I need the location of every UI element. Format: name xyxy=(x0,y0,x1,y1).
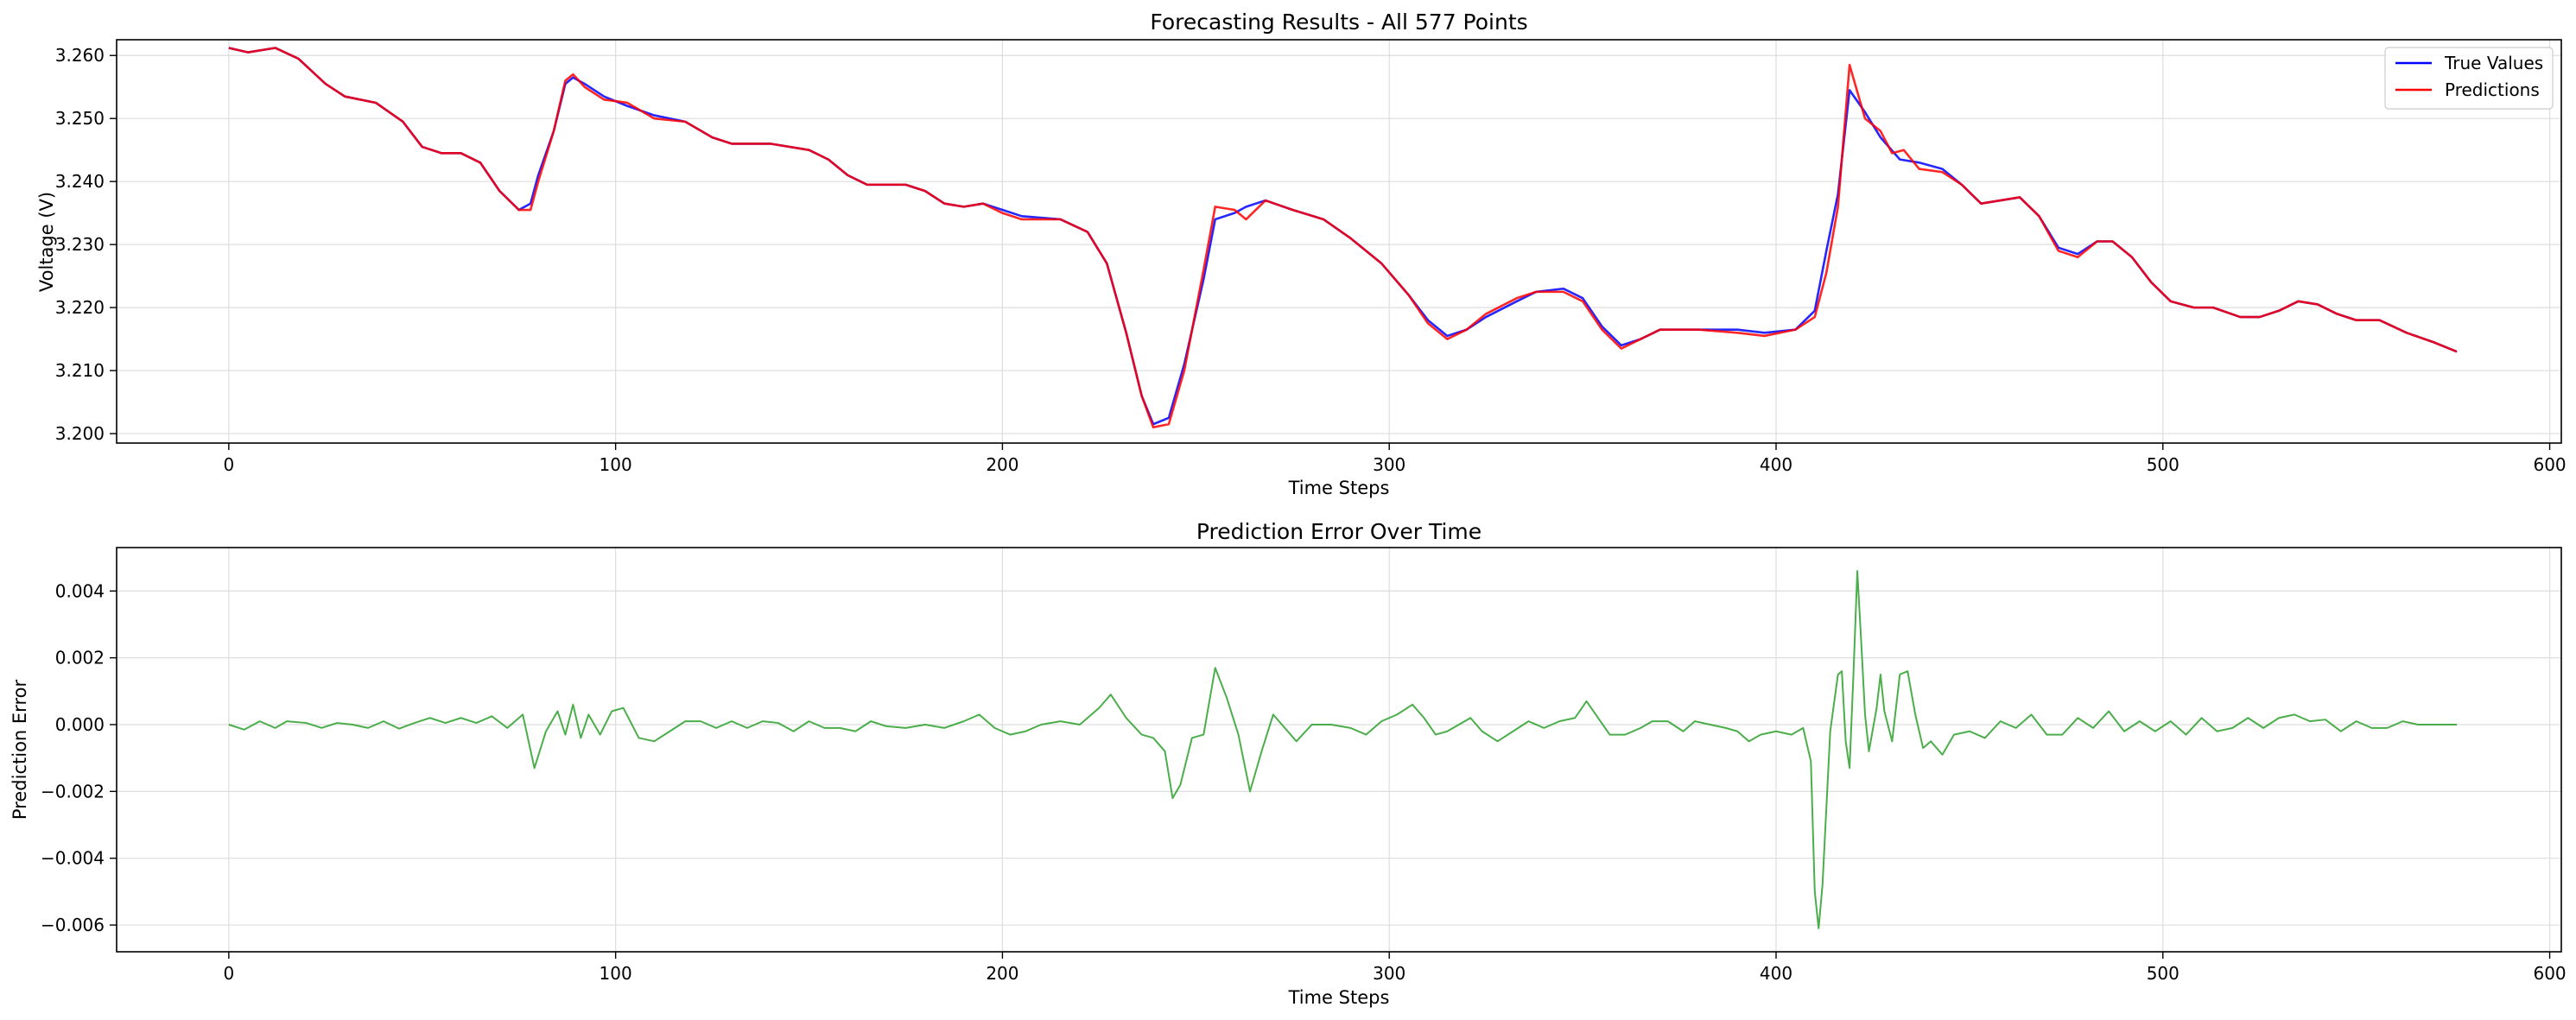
bot-y-tick-label-5: 0.004 xyxy=(55,580,105,601)
bot-x-tick-label-1: 100 xyxy=(600,963,632,984)
top-y-tick-label-3: 3.230 xyxy=(55,234,105,255)
forecast-chart-y-label: Voltage (V) xyxy=(36,192,57,292)
top-x-tick-label-1: 100 xyxy=(600,454,632,475)
error-chart-grid xyxy=(117,548,2561,952)
bot-y-tick-label-1: −0.004 xyxy=(41,848,105,869)
bot-y-tick-label-4: 0.002 xyxy=(55,648,105,668)
top-x-tick-label-0: 0 xyxy=(223,454,234,475)
forecast-chart-title: Forecasting Results - All 577 Points xyxy=(1150,10,1527,35)
top-y-tick-label-5: 3.250 xyxy=(55,108,105,129)
bot-x-tick-label-3: 300 xyxy=(1373,963,1405,984)
forecast-chart-frame xyxy=(116,39,2562,444)
top-x-tick-label-5: 500 xyxy=(2147,454,2179,475)
top-y-tick-label-1: 3.210 xyxy=(55,360,105,381)
forecast-chart-x-label: Time Steps xyxy=(1288,478,1390,498)
bot-x-tick-label-2: 200 xyxy=(986,963,1018,984)
error-chart-x-ticks: 0 100 200 300 400 500 600 xyxy=(223,952,2566,984)
bot-x-tick-label-5: 500 xyxy=(2147,963,2179,984)
top-x-tick-label-6: 600 xyxy=(2533,454,2566,475)
error-chart-x-label: Time Steps xyxy=(1288,987,1390,1008)
bot-series-line-0 xyxy=(228,570,2458,929)
top-x-tick-label-2: 200 xyxy=(986,454,1018,475)
bot-x-tick-label-0: 0 xyxy=(223,963,234,984)
error-chart-title: Prediction Error Over Time xyxy=(1196,519,1482,544)
forecast-chart: Forecasting Results - All 577 Points 0 10… xyxy=(36,10,2566,498)
legend: True Values Predictions xyxy=(2384,47,2554,110)
forecast-chart-lines xyxy=(228,47,2458,429)
error-chart-lines xyxy=(228,570,2458,929)
legend-label-true: True Values xyxy=(2444,53,2543,73)
error-chart-frame xyxy=(116,547,2562,953)
forecast-chart-x-ticks: 0 100 200 300 400 500 600 xyxy=(223,443,2566,475)
bot-x-tick-label-6: 600 xyxy=(2533,963,2566,984)
top-x-tick-label-4: 400 xyxy=(1760,454,1792,475)
top-y-tick-label-2: 3.220 xyxy=(55,297,105,318)
legend-label-pred: Predictions xyxy=(2445,79,2540,100)
top-y-tick-label-6: 3.260 xyxy=(55,45,105,66)
bot-y-tick-label-0: −0.006 xyxy=(41,915,105,935)
forecast-chart-y-ticks: 3.200 3.210 3.220 3.230 3.240 3.250 3.260 xyxy=(55,45,117,444)
bot-x-tick-label-4: 400 xyxy=(1760,963,1792,984)
error-chart: Prediction Error Over Time 0 100 200 300 400… xyxy=(10,519,2566,1008)
top-x-tick-label-3: 300 xyxy=(1373,454,1405,475)
top-y-tick-label-0: 3.200 xyxy=(55,423,105,444)
bot-y-tick-label-3: 0.000 xyxy=(55,714,105,735)
error-chart-y-label: Prediction Error xyxy=(10,680,30,820)
forecast-chart-grid xyxy=(117,40,2561,443)
top-series-line-1 xyxy=(228,47,2458,429)
error-chart-y-ticks: −0.006 −0.004 −0.002 0.000 0.002 0.004 xyxy=(41,580,117,935)
bot-y-tick-label-2: −0.002 xyxy=(41,781,105,801)
top-series-line-0 xyxy=(228,47,2458,426)
top-y-tick-label-4: 3.240 xyxy=(55,171,105,192)
